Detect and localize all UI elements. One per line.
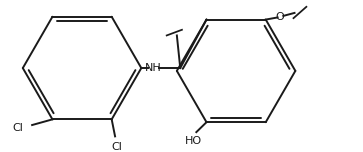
Text: O: O (275, 12, 284, 22)
Text: Cl: Cl (111, 142, 122, 152)
Text: Cl: Cl (13, 123, 24, 133)
Text: HO: HO (184, 136, 201, 146)
Text: NH: NH (145, 63, 162, 73)
